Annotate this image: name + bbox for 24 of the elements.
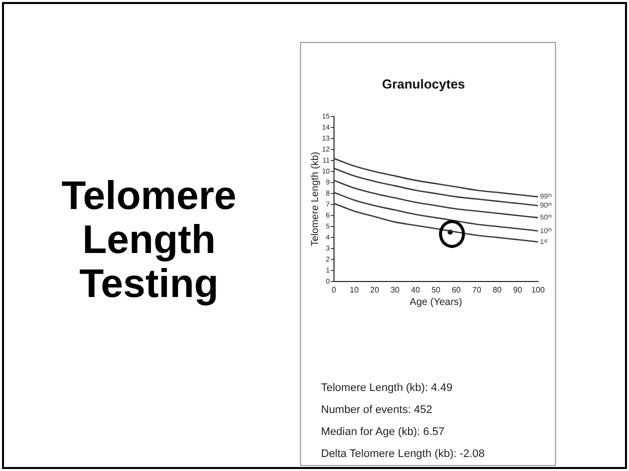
text: Number of events: 452: [321, 403, 434, 418]
x-tick-label: 0: [332, 285, 337, 294]
x-axis-title: Age (Years): [410, 296, 462, 308]
text: Telomere Length (kb): 4.49: [321, 381, 454, 396]
line-series: [334, 202, 538, 242]
x-tick-label: 100: [531, 285, 546, 294]
line-series: [334, 168, 538, 206]
line-series: [334, 192, 538, 232]
line-series: [334, 158, 538, 198]
text: Delta Telomere Length (kb): -2.08: [321, 447, 485, 462]
text: Median for Age (kb): 6.57: [321, 425, 446, 440]
x-tick-label: 10: [350, 285, 360, 294]
x-tick-label: 90: [513, 285, 523, 294]
x-tick-label: 20: [370, 285, 380, 294]
x-tick-label: 70: [472, 285, 482, 294]
y-axis-title: Telomere Length (kb): [310, 152, 321, 246]
chart-title: Granulocytes: [382, 76, 466, 92]
x-tick-label: 30: [390, 285, 400, 294]
x-tick-label: 40: [411, 285, 420, 294]
line-series: [334, 180, 538, 218]
x-tick-label: 50: [431, 285, 441, 294]
x-tick-label: 80: [492, 285, 502, 294]
x-tick-label: 60: [452, 285, 462, 294]
text: Telomere Length Testing: [60, 174, 238, 306]
